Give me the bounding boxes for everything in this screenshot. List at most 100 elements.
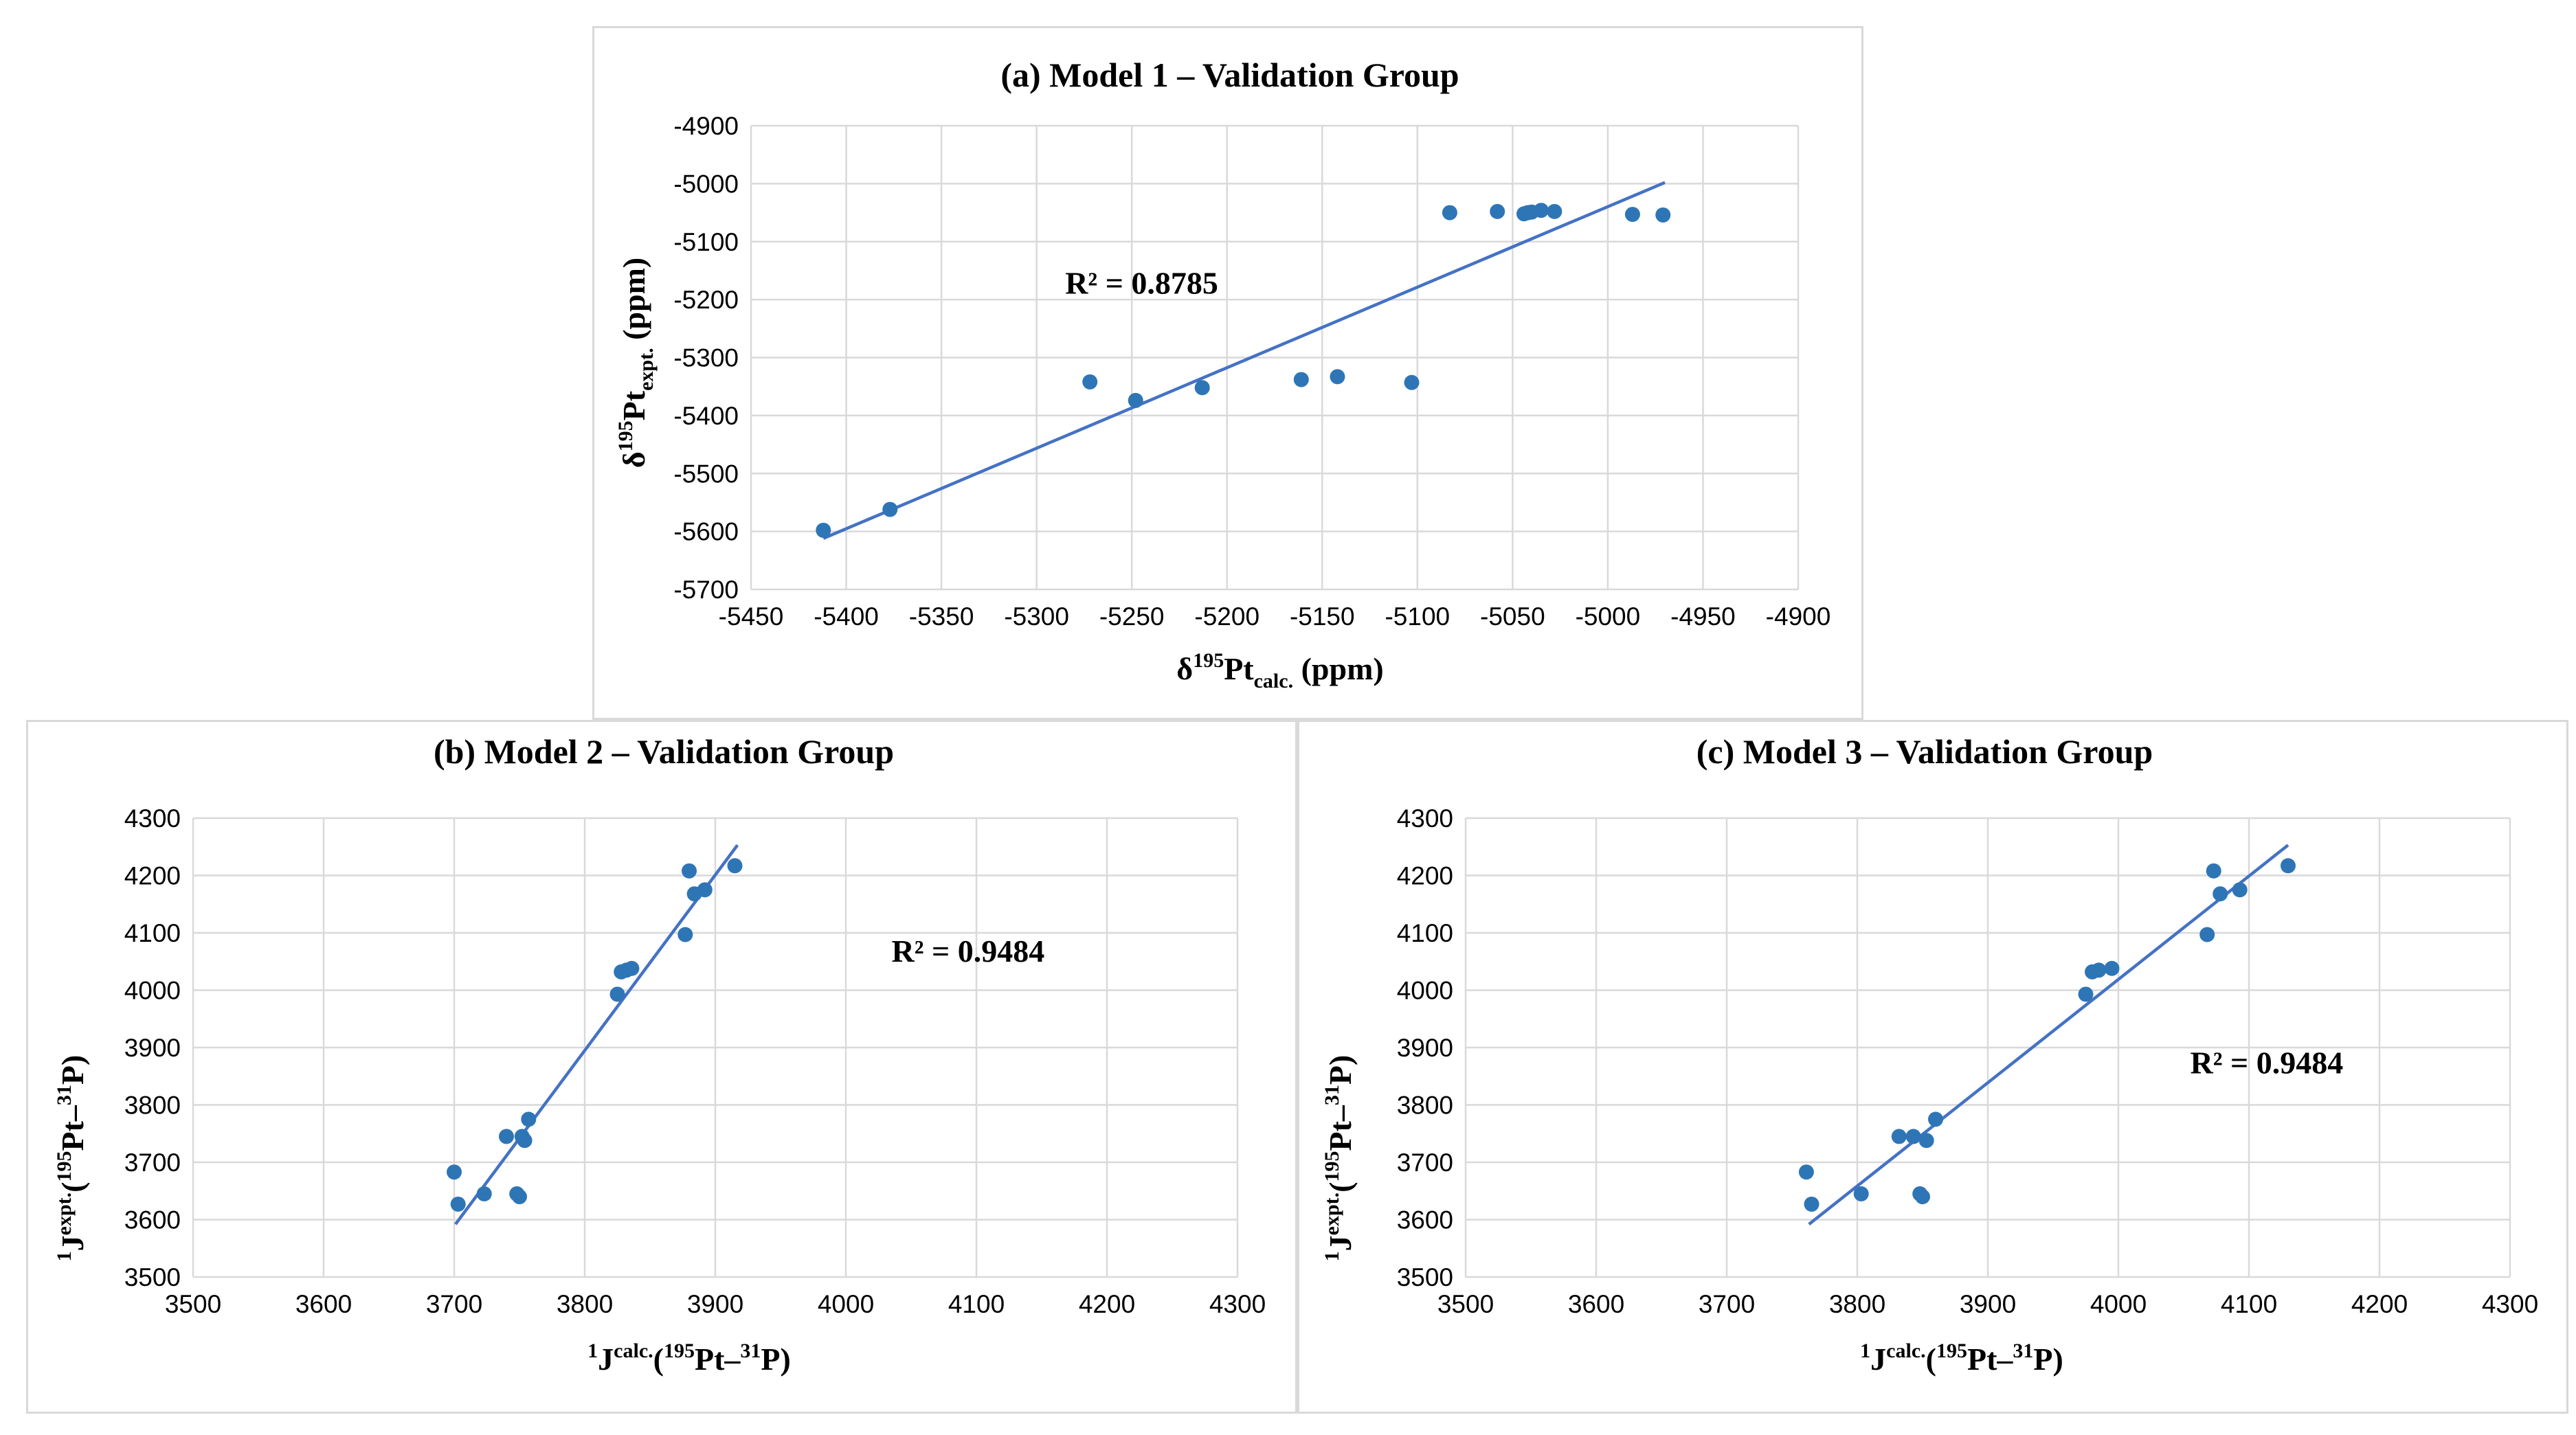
chart-c-gridlines <box>1464 817 2511 1278</box>
chart-b-y-tick-label: 3800 <box>124 1092 181 1120</box>
chart-c-y-tick-label: 3700 <box>1397 1149 1453 1177</box>
chart-b-point <box>476 1186 492 1201</box>
chart-c-svg: (c) Model 3 – Validation Group 3500 3600 3… <box>1321 732 2538 1377</box>
chart-b-x-tick-label: 4200 <box>1079 1290 1135 1318</box>
chart-b-x-label: 1Jcalc.(195Pt–31P) <box>587 1340 791 1377</box>
chart-b-r2-label: R² = 0.9484 <box>892 934 1045 969</box>
chart-a-x-tick-label: -5200 <box>1194 602 1259 631</box>
chart-c-point <box>2232 882 2248 898</box>
chart-b-svg: (b) Model 2 – Validation Group 3500 3600 3… <box>53 732 1266 1377</box>
chart-b-y-tick-label: 4200 <box>124 862 181 890</box>
chart-c-point <box>2091 962 2107 978</box>
chart-a-x-tick-label: -5400 <box>814 602 879 631</box>
chart-c-x-tick-label: 3700 <box>1699 1290 1755 1318</box>
chart-c-y-tick-label: 3800 <box>1397 1092 1453 1120</box>
chart-b-x-tick-label: 4100 <box>948 1290 1005 1318</box>
chart-a-r2-label: R² = 0.8785 <box>1065 266 1218 301</box>
chart-a-point <box>1194 380 1210 396</box>
chart-c-point <box>2078 986 2094 1002</box>
chart-c-x-tick-label: 3600 <box>1568 1290 1624 1318</box>
chart-a-point <box>816 522 831 538</box>
chart-b-x-tick-label: 3900 <box>687 1290 743 1318</box>
chart-a-point <box>1404 374 1420 390</box>
chart-c-y-ticks: 4300 4200 4100 4000 3900 3800 3700 3600 3500 <box>1397 804 1453 1291</box>
chart-c-trendline <box>1808 844 2289 1225</box>
chart-b-x-ticks: 3500 3600 3700 3800 3900 4000 4100 4200 4300 <box>165 1290 1266 1318</box>
chart-b-x-tick-label: 3800 <box>557 1290 613 1318</box>
chart-a-x-tick-label: -4950 <box>1670 602 1736 631</box>
chart-a-x-tick-label: -5000 <box>1576 602 1641 631</box>
chart-c-y-tick-label: 3600 <box>1397 1206 1453 1234</box>
chart-b-y-tick-label: 4000 <box>124 977 181 1005</box>
chart-c-point <box>1891 1129 1907 1144</box>
chart-b-y-tick-label: 3700 <box>124 1149 181 1177</box>
chart-b-x-tick-label: 3700 <box>426 1290 482 1318</box>
chart-panel-a: (a) Model 1 – Validation Group -5450 -540… <box>592 26 1863 720</box>
chart-c-y-label: 1Jexpt.(195Pt–31P) <box>1321 1055 1358 1262</box>
chart-a-title: (a) Model 1 – Validation Group <box>1000 56 1459 94</box>
chart-a-point <box>1128 392 1143 408</box>
chart-b-y-label: 1Jexpt.(195Pt–31P) <box>53 1055 90 1262</box>
chart-c-point <box>1853 1186 1869 1201</box>
chart-b-y-tick-label: 4300 <box>124 804 181 833</box>
chart-a-y-tick-label: -5400 <box>673 402 739 430</box>
chart-b-trendline <box>454 844 739 1225</box>
chart-a-y-tick-label: -5200 <box>673 286 739 314</box>
chart-c-point <box>1905 1129 1921 1144</box>
chart-a-points <box>816 203 1671 538</box>
chart-a-svg: (a) Model 1 – Validation Group -5450 -540… <box>614 56 1831 692</box>
chart-a-y-ticks: -4900 -5000 -5100 -5200 -5300 -5400 -5500 -5600… <box>673 112 739 604</box>
chart-c-point <box>1798 1164 1814 1180</box>
chart-c-point <box>1928 1111 1943 1127</box>
chart-a-x-tick-label: -5150 <box>1290 602 1355 631</box>
chart-a-y-tick-label: -5300 <box>673 344 739 372</box>
chart-b-point <box>624 960 640 976</box>
chart-a-x-tick-label: -5250 <box>1099 602 1165 631</box>
chart-a-point <box>1082 374 1098 389</box>
chart-c-point <box>2281 858 2296 874</box>
chart-c-title: (c) Model 3 – Validation Group <box>1696 732 2153 771</box>
chart-a-point <box>1293 372 1309 387</box>
chart-a-x-tick-label: -5350 <box>909 602 974 631</box>
chart-b-point <box>447 1164 462 1180</box>
chart-c-point <box>2104 960 2120 976</box>
chart-c-x-tick-label: 4100 <box>2221 1290 2277 1318</box>
chart-c-x-tick-label: 4000 <box>2090 1290 2147 1318</box>
chart-a-point <box>1547 203 1563 219</box>
chart-c-x-ticks: 3500 3600 3700 3800 3900 4000 4100 4200 4300 <box>1437 1290 2538 1318</box>
chart-c-x-tick-label: 4200 <box>2351 1290 2408 1318</box>
chart-b-point <box>450 1196 466 1212</box>
chart-c-y-tick-label: 4200 <box>1397 862 1453 890</box>
chart-b-x-tick-label: 3600 <box>295 1290 352 1318</box>
chart-b-y-tick-label: 4100 <box>124 919 181 947</box>
chart-a-point <box>1490 203 1505 219</box>
chart-a-x-tick-label: -5300 <box>1004 602 1069 631</box>
chart-b-point <box>677 927 693 942</box>
chart-b-point <box>697 882 713 898</box>
chart-panel-c: (c) Model 3 – Validation Group 3500 3600 3… <box>1297 720 2568 1414</box>
chart-a-x-ticks: -5450 -5400 -5350 -5300 -5250 -5200 -5150 -5100… <box>719 602 1831 631</box>
chart-a-gridlines <box>750 124 1800 591</box>
chart-a-y-tick-label: -5100 <box>673 228 739 256</box>
chart-a-x-tick-label: -5050 <box>1480 602 1545 631</box>
chart-c-point <box>2199 927 2215 942</box>
chart-c-x-tick-label: 3900 <box>1960 1290 2016 1318</box>
chart-c-y-tick-label: 3900 <box>1397 1034 1453 1062</box>
chart-a-point <box>882 501 898 517</box>
chart-b-y-ticks: 4300 4200 4100 4000 3900 3800 3700 3600 3500 <box>124 804 181 1291</box>
chart-c-point <box>2213 886 2228 902</box>
chart-a-y-tick-label: -5700 <box>673 576 739 604</box>
chart-b-x-tick-label: 3500 <box>165 1290 221 1318</box>
chart-c-y-tick-label: 3500 <box>1397 1263 1453 1291</box>
chart-c-point <box>1804 1196 1819 1212</box>
chart-c-y-tick-label: 4300 <box>1397 804 1453 833</box>
chart-a-point <box>1655 207 1671 223</box>
chart-c-x-tick-label: 4300 <box>2482 1290 2538 1318</box>
chart-c-point <box>1918 1133 1934 1149</box>
chart-a-x-tick-label: -5100 <box>1385 602 1450 631</box>
chart-b-point <box>609 986 625 1002</box>
chart-a-y-label: δ195Ptexpt. (ppm) <box>614 258 658 468</box>
chart-a-y-tick-label: -5600 <box>673 518 739 546</box>
chart-c-point <box>2206 863 2221 879</box>
chart-a-y-tick-label: -5500 <box>673 460 739 488</box>
